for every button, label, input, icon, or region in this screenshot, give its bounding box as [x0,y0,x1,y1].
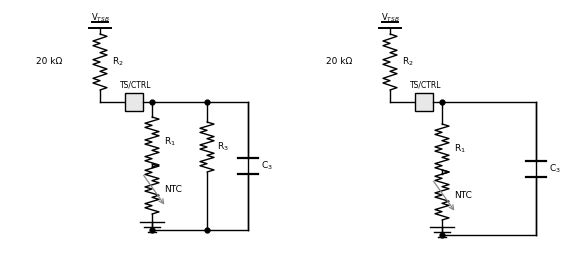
Text: V$_{TSB}$: V$_{TSB}$ [91,12,109,24]
Text: R$_{2}$: R$_{2}$ [112,56,124,68]
Text: R$_{3}$: R$_{3}$ [217,141,229,153]
Text: NTC: NTC [454,190,472,199]
Text: C$_{3}$: C$_{3}$ [549,162,561,175]
Text: TS/CTRL: TS/CTRL [410,80,442,89]
Text: 20 kΩ: 20 kΩ [36,58,62,67]
Text: R$_{1}$: R$_{1}$ [454,143,466,155]
Text: NTC: NTC [164,185,182,194]
Bar [125,93,143,111]
Text: R$_{2}$: R$_{2}$ [402,56,414,68]
Text: 20 kΩ: 20 kΩ [326,58,352,67]
Text: R$_{1}$: R$_{1}$ [164,136,176,148]
Text: C$_{3}$: C$_{3}$ [261,160,273,172]
Text: TS/CTRL: TS/CTRL [120,80,152,89]
Text: V$_{TSB}$: V$_{TSB}$ [381,12,399,24]
Bar [415,93,433,111]
